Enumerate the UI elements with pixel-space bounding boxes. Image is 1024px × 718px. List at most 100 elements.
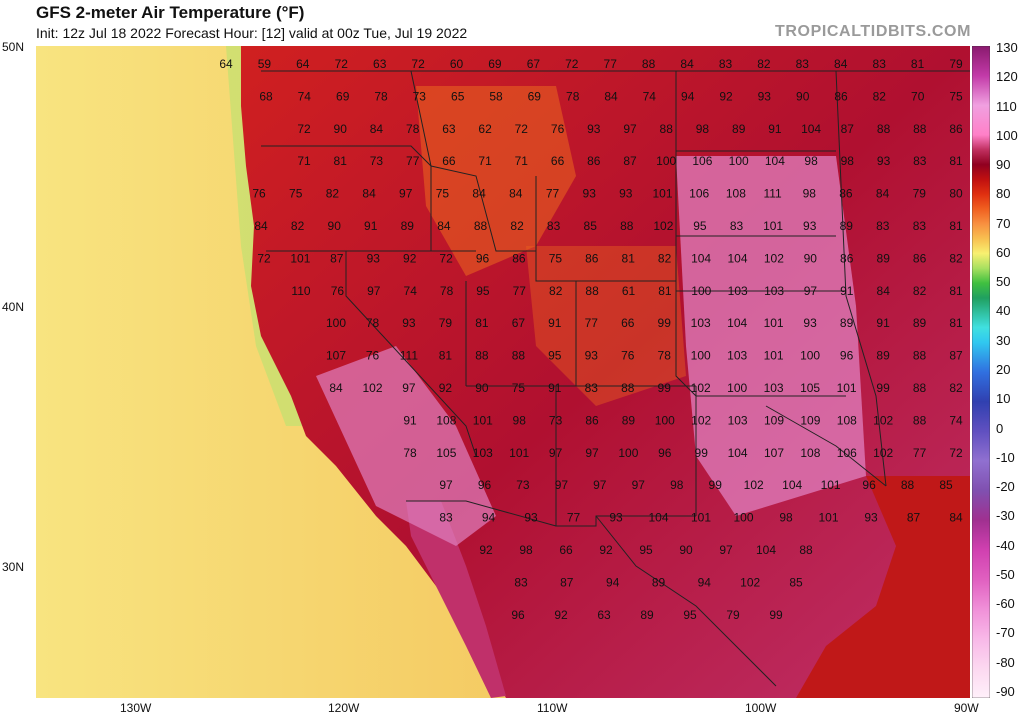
temperature-value: 64	[296, 57, 310, 71]
map-title: GFS 2-meter Air Temperature (°F)	[36, 3, 305, 22]
temperature-value: 100	[691, 349, 711, 363]
lat-label-30n: 30N	[2, 560, 25, 574]
temperature-value: 82	[913, 284, 927, 298]
colorbar-tick-label: -40	[996, 537, 1015, 553]
temperature-value: 72	[565, 57, 579, 71]
temperature-value: 72	[297, 122, 311, 136]
temperature-value: 82	[949, 381, 963, 395]
temperature-value: 63	[373, 57, 387, 71]
lon-label-90w: 90W	[954, 701, 979, 715]
temperature-value: 101	[473, 413, 493, 427]
temperature-value: 106	[689, 187, 709, 201]
temperature-value: 62	[478, 122, 492, 136]
temperature-value: 102	[764, 251, 784, 265]
temperature-value: 89	[840, 219, 854, 233]
wa-or-border	[261, 145, 432, 167]
colorbar-tick-label: 10	[996, 391, 1011, 407]
header: GFS 2-meter Air Temperature (°F) Init: 1…	[0, 0, 1024, 46]
temperature-value: 88	[512, 349, 526, 363]
temperature-value: 61	[622, 284, 636, 298]
temperature-value: 82	[873, 89, 887, 103]
temperature-value: 66	[559, 543, 573, 557]
temperature-value: 90	[475, 381, 489, 395]
map-subtitle: Init: 12z Jul 18 2022 Forecast Hour: [12…	[36, 25, 468, 41]
temperature-value: 81	[949, 316, 963, 330]
temperature-value: 97	[632, 478, 646, 492]
temperature-value: 81	[622, 251, 636, 265]
lon-label-120w: 120W	[328, 701, 360, 715]
temperature-value: 86	[585, 413, 599, 427]
temperature-value: 102	[740, 575, 760, 589]
us-mexico-border-rio	[595, 515, 777, 687]
temperature-value: 98	[670, 478, 684, 492]
temperature-value: 111	[400, 349, 419, 363]
temperature-value: 78	[406, 122, 420, 136]
temperature-value: 102	[653, 219, 673, 233]
temperature-value: 101	[691, 511, 711, 525]
temperature-value: 69	[488, 57, 502, 71]
temperature-value: 100	[691, 284, 711, 298]
temperature-value: 85	[939, 478, 953, 492]
temperature-value: 97	[555, 478, 569, 492]
temperature-value: 83	[796, 57, 810, 71]
temperature-value: 97	[439, 478, 453, 492]
temperature-value: 101	[763, 219, 783, 233]
temperature-value: 76	[551, 122, 565, 136]
temperature-value: 81	[949, 154, 963, 168]
colorbar-tick-label: 0	[996, 420, 1004, 436]
temperature-value: 78	[658, 349, 672, 363]
temperature-value: 72	[411, 57, 425, 71]
temperature-value: 82	[510, 219, 524, 233]
temperature-value: 81	[949, 219, 963, 233]
temperature-value: 104	[727, 251, 747, 265]
temperature-value: 84	[437, 219, 451, 233]
temperature-value: 104	[801, 122, 821, 136]
temperature-value: 79	[913, 187, 927, 201]
temperature-value: 91	[548, 381, 562, 395]
temperature-value: 92	[479, 543, 493, 557]
temperature-value: 101	[837, 381, 857, 395]
mn-ia-mo-line	[835, 70, 887, 487]
temperature-value: 83	[585, 381, 599, 395]
temperature-value: 91	[548, 316, 562, 330]
temperature-value: 97	[549, 446, 563, 460]
temperature-value: 98	[804, 154, 818, 168]
brand-watermark: TROPICALTIDBITS.COM	[775, 23, 971, 40]
temperature-value: 58	[489, 89, 503, 103]
colorbar-tick-label: 30	[996, 332, 1011, 348]
temperature-value: 101	[821, 478, 841, 492]
temperature-value: 85	[584, 219, 598, 233]
temperature-value: 86	[949, 122, 963, 136]
temperature-value: 93	[609, 511, 623, 525]
temperature-value: 98	[779, 511, 793, 525]
temperature-value: 101	[764, 316, 784, 330]
temperature-value: 74	[949, 413, 963, 427]
temperature-value: 76	[252, 187, 266, 201]
ca-nv-border	[345, 251, 477, 457]
temperature-value: 106	[692, 154, 712, 168]
temperature-value: 97	[593, 478, 607, 492]
temperature-value: 91	[768, 122, 782, 136]
colorbar	[972, 46, 990, 698]
temperature-value: 84	[877, 284, 891, 298]
temperature-value: 72	[515, 122, 529, 136]
temperature-value: 93	[585, 349, 599, 363]
temperature-value: 104	[782, 478, 802, 492]
temperature-value: 83	[719, 57, 733, 71]
temperature-value: 71	[478, 154, 492, 168]
temperature-value: 93	[583, 187, 597, 201]
temperature-value: 81	[334, 154, 348, 168]
temperature-value: 94	[681, 89, 695, 103]
temperature-value: 73	[370, 154, 384, 168]
temperature-value: 75	[512, 381, 526, 395]
temperature-value: 90	[328, 219, 342, 233]
temperature-map: 64 59 64 72 63 72 60 69 67 72 77 88 84 83 82 83 84 83 81 79…	[36, 46, 970, 698]
temperature-value: 93	[587, 122, 601, 136]
temperature-value: 97	[585, 446, 599, 460]
lon-label-130w: 130W	[120, 701, 152, 715]
temperature-value: 86	[585, 251, 599, 265]
temperature-value: 82	[757, 57, 771, 71]
temperature-value: 77	[513, 284, 527, 298]
temperature-value: 104	[765, 154, 785, 168]
temperature-value: 109	[764, 413, 784, 427]
